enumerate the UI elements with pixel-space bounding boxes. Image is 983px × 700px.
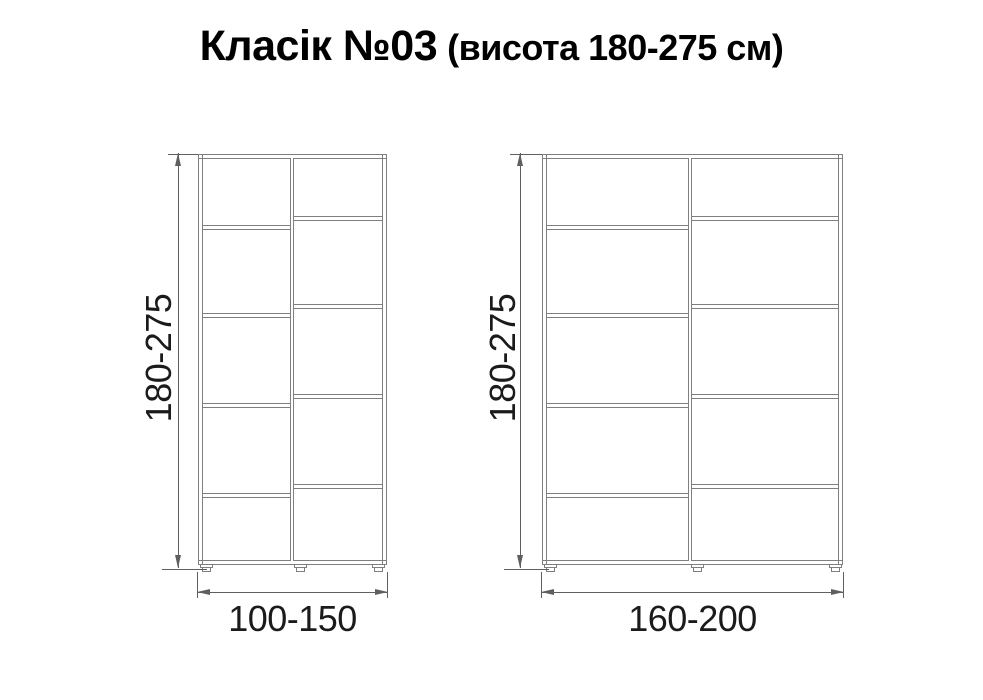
shelf-line [203, 493, 290, 498]
height-dimension-label: 180-275 [482, 293, 523, 423]
cabinet-foot [544, 564, 557, 572]
shelf-line [294, 304, 382, 309]
width-dimension-label: 160-200 [628, 598, 757, 639]
cabinet-foot [829, 564, 842, 572]
width-extension-line-right [843, 572, 844, 598]
height-dimension-label: 180-275 [138, 293, 179, 423]
shelf-line [203, 403, 290, 408]
shelf-line [692, 216, 838, 221]
shelf-line [547, 313, 688, 318]
shelf-line [547, 225, 688, 230]
cabinet-foot [372, 564, 385, 572]
width-dimension-line [197, 592, 388, 593]
left-side-panel-line [202, 155, 203, 564]
height-dimension-line [178, 153, 179, 568]
shelf-line [547, 493, 688, 498]
dimension-arrow-left-icon [197, 589, 210, 595]
height-extension-tick-bottom [162, 569, 207, 570]
dimension-arrow-right-icon [375, 589, 388, 595]
width-dimension-label: 100-150 [228, 598, 357, 639]
right-side-panel-line [838, 155, 839, 564]
top-panel-line [543, 158, 842, 159]
shelf-line [294, 216, 382, 221]
shelf-line [203, 313, 290, 318]
shelf-line [203, 225, 290, 230]
dimension-arrow-down-icon [175, 555, 181, 568]
center-divider [688, 158, 692, 561]
height-extension-tick-top [168, 154, 198, 155]
cabinet-foot [200, 564, 213, 572]
height-dimension-line [520, 153, 521, 568]
height-extension-tick-top [510, 154, 542, 155]
bottom-panel-line [543, 560, 842, 561]
cabinet-foot [691, 564, 704, 572]
shelf-line [294, 394, 382, 399]
title-product-name: Класік №03 [199, 22, 438, 70]
width-extension-line-left [197, 572, 198, 598]
width-extension-line-left [541, 572, 542, 598]
dimension-arrow-down-icon [517, 555, 523, 568]
left-side-panel-line [546, 155, 547, 564]
dimension-arrow-left-icon [541, 589, 554, 595]
dimension-arrow-up-icon [175, 153, 181, 166]
shelf-line [294, 484, 382, 489]
shelf-line [692, 304, 838, 309]
shelf-line [547, 403, 688, 408]
dimension-arrow-up-icon [517, 153, 523, 166]
center-divider [290, 158, 294, 561]
cabinet-foot [294, 564, 307, 572]
shelf-line [692, 484, 838, 489]
title-height-range: (висота 180-275 см) [447, 27, 784, 68]
shelf-line [692, 394, 838, 399]
width-extension-line-right [387, 572, 388, 598]
right-side-panel-line [382, 155, 383, 564]
dimension-arrow-right-icon [831, 589, 844, 595]
width-dimension-line [541, 592, 844, 593]
page-title: Класік №03 (висота 180-275 см) [0, 22, 983, 71]
height-extension-tick-bottom [504, 569, 549, 570]
